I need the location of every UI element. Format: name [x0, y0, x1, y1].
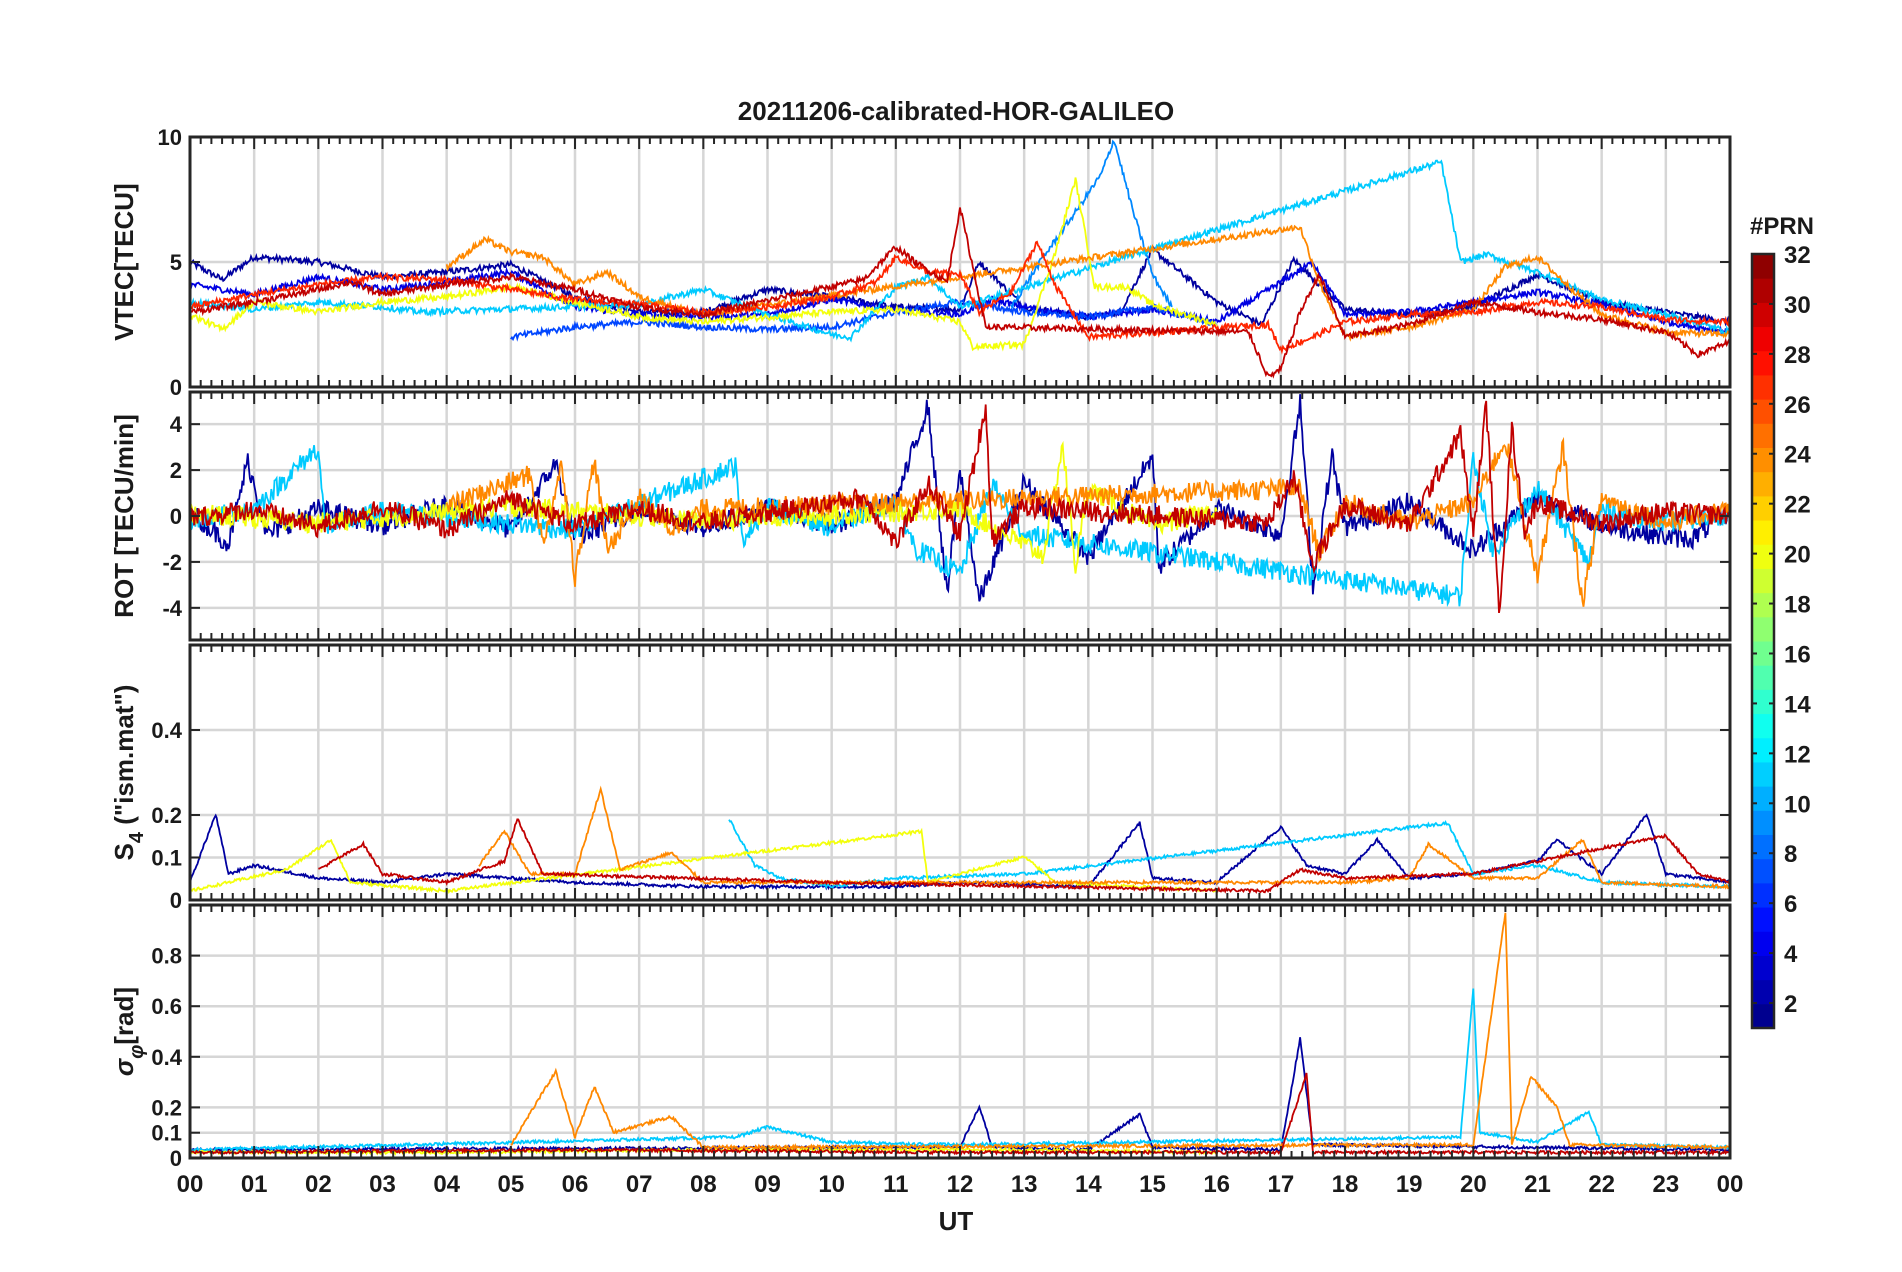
colorbar-tick-label: 22 — [1784, 492, 1811, 519]
colorbar-tick-label: 20 — [1784, 542, 1811, 569]
colorbar-tick-label: 6 — [1784, 891, 1797, 918]
panel-rot: -4 -2 0 2 4 ROT [TECU/min] — [109, 390, 1732, 642]
x-axis-label: UT — [939, 1206, 974, 1236]
y-tick-label-sigma: 0 — [170, 1146, 182, 1171]
x-tick-label: 06 — [562, 1171, 589, 1198]
y-tick-label-rot: -2 — [162, 550, 182, 575]
y-tick-label-rot: 4 — [170, 412, 183, 437]
y-axis-label-sigma: σφ[rad] — [109, 987, 148, 1076]
y-tick-label-sigma: 0.4 — [151, 1045, 182, 1070]
series-vtec-prn-27 — [190, 240, 1730, 355]
series-vtec-prn-24 — [445, 224, 1730, 342]
grid-rot — [190, 392, 1730, 640]
colorbar-tick-label: 8 — [1784, 841, 1797, 868]
colorbar-tick-label: 28 — [1784, 342, 1811, 369]
colorbar-tick-label: 12 — [1784, 741, 1811, 768]
x-tick-label: 17 — [1267, 1171, 1294, 1198]
x-tick-label: 03 — [369, 1171, 396, 1198]
series-s4-prn-30 — [318, 818, 1730, 895]
y-tick-label-s4: 0.2 — [151, 803, 182, 828]
colorbar-tick-label: 2 — [1784, 991, 1797, 1018]
y-tick-label-rot: -4 — [162, 596, 182, 621]
colorbar-tick-label: 30 — [1784, 292, 1811, 319]
y-tick-label-vtec: 0 — [170, 375, 182, 400]
colorbar-tick-label: 14 — [1784, 691, 1811, 718]
series-s4-prn-24 — [478, 785, 1730, 890]
y-axis-label-vtec: VTEC[TECU] — [109, 183, 139, 340]
x-tick-label: 15 — [1139, 1171, 1166, 1198]
y-tick-label-sigma: 0.2 — [151, 1095, 182, 1120]
colorbar-tick-label: 10 — [1784, 791, 1811, 818]
y-tick-label-vtec: 5 — [170, 250, 182, 275]
x-tick-label: 05 — [497, 1171, 524, 1198]
x-tick-label: 23 — [1652, 1171, 1679, 1198]
colorbar-tick-label: 26 — [1784, 392, 1811, 419]
series-s4-prn-11 — [728, 819, 1730, 890]
series-vtec-prn-30 — [190, 207, 1730, 379]
x-tick-label: 12 — [947, 1171, 974, 1198]
y-tick-label-sigma: 0.8 — [151, 944, 182, 969]
y-tick-label-s4: 0.4 — [151, 718, 182, 743]
y-tick-label-s4: 0.1 — [151, 846, 182, 871]
x-tick-label: 18 — [1332, 1171, 1359, 1198]
x-tick-label: 10 — [818, 1171, 845, 1198]
series-vtec-prn-11 — [190, 159, 1730, 343]
x-tick-label: 13 — [1011, 1171, 1038, 1198]
panel-s4: 0 0.1 0.2 0.4S4 ("ism.mat") — [109, 643, 1732, 913]
x-tick-label: 04 — [433, 1171, 460, 1198]
grid-s4 — [190, 645, 1730, 900]
series-rot-prn-11 — [190, 445, 1730, 608]
colorbar-tick-label: 18 — [1784, 592, 1811, 619]
y-axis-label-s4: S4 ("ism.mat") — [109, 685, 148, 861]
x-tick-labels: 00 01 02 03 04 05 06 07 08 09 10 11 12 13 14 15 16 17 18 19… — [177, 1171, 1744, 1198]
x-tick-label: 14 — [1075, 1171, 1102, 1198]
x-tick-label: 20 — [1460, 1171, 1487, 1198]
colorbar-tick-label: 24 — [1784, 442, 1811, 469]
series-sigma-prn-11 — [190, 988, 1730, 1153]
series-s4-prn-20 — [190, 827, 1218, 894]
colorbar-tick-label: 16 — [1784, 641, 1811, 668]
x-tick-label: 16 — [1203, 1171, 1230, 1198]
x-tick-label: 09 — [754, 1171, 781, 1198]
chart-title: 20211206-calibrated-HOR-GALILEO — [738, 96, 1174, 126]
colorbar-title: #PRN — [1750, 213, 1814, 240]
y-tick-label-vtec: 10 — [158, 125, 182, 150]
x-tick-label: 02 — [305, 1171, 332, 1198]
y-tick-label-rot: 0 — [170, 504, 182, 529]
y-axis-label-rot: ROT [TECU/min] — [109, 414, 139, 618]
series-rot-prn-30 — [190, 400, 1730, 614]
x-tick-label: 08 — [690, 1171, 717, 1198]
grid-vtec — [190, 137, 1730, 387]
panel-vtec: 0 5 10 VTEC[TECU] — [109, 125, 1732, 400]
y-tick-label-rot: 2 — [170, 458, 182, 483]
x-tick-label: 22 — [1588, 1171, 1615, 1198]
x-tick-label: 00 — [177, 1171, 204, 1198]
series-sigma-prn-24 — [510, 912, 1730, 1151]
panel-sigma: 00.10.2 0.4 0.6 0.8σφ[rad] — [109, 903, 1732, 1171]
x-tick-label: 00 — [1717, 1171, 1744, 1198]
colorbar-tick-label: 4 — [1784, 941, 1798, 968]
x-tick-label: 21 — [1524, 1171, 1551, 1198]
colorbar-tick-label: 32 — [1784, 242, 1811, 269]
colorbar-box — [1750, 252, 1776, 1030]
series-vtec-prn-20 — [190, 177, 1218, 352]
x-tick-label: 01 — [241, 1171, 268, 1198]
y-tick-label-sigma: 0.1 — [151, 1121, 182, 1146]
x-tick-label: 07 — [626, 1171, 653, 1198]
x-tick-label: 11 — [883, 1171, 908, 1198]
y-tick-label-sigma: 0.6 — [151, 994, 182, 1019]
y-tick-label-s4: 0 — [170, 888, 182, 913]
x-tick-label: 19 — [1396, 1171, 1423, 1198]
